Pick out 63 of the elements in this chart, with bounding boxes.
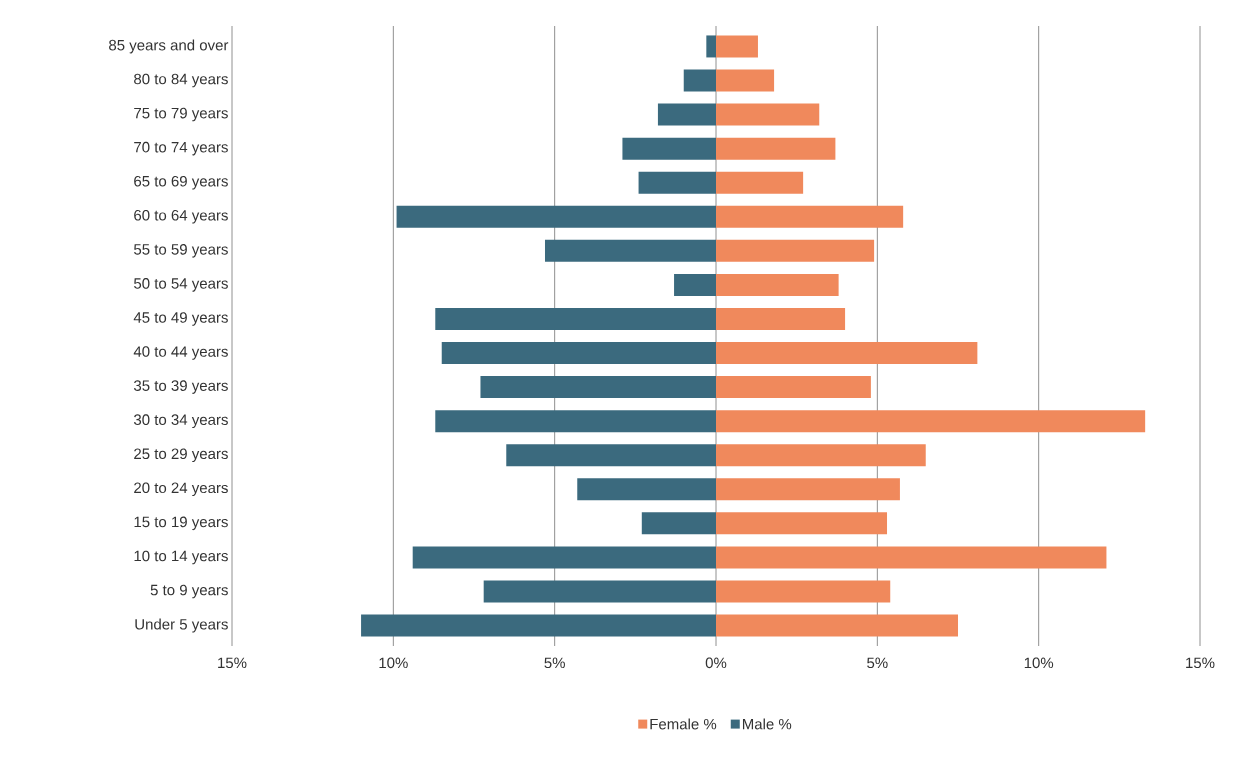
bar [483,580,717,603]
bar [716,614,959,637]
y-tick-label: 5 to 9 years [150,584,228,599]
y-tick-label: 85 years and over [109,39,229,54]
bar [716,273,839,296]
x-tick-label: 5% [544,657,565,669]
x-tick-label: 0% [705,657,727,669]
legend-label: Male % [742,718,792,730]
y-tick-label: 75 to 79 years [134,107,228,122]
bar [396,205,717,228]
y-tick-label: 45 to 49 years [133,312,228,326]
y-tick-label: Under 5 years [135,618,228,633]
y-tick-label: 10 to 14 years [134,550,228,565]
bar [716,410,1146,433]
bar [412,546,717,569]
bar [638,171,717,194]
bar [716,137,836,160]
y-tick-label: 25 to 29 years [134,448,228,463]
y-tick-label: 80 to 84 years [134,73,228,88]
bar [716,512,888,535]
bar [435,410,717,433]
y-tick-label: 50 to 54 years [134,278,228,292]
bar [716,103,820,126]
y-tick-label: 35 to 39 years [133,380,228,394]
x-tick-label: 10% [379,657,408,669]
y-tick-label: 70 to 74 years [134,141,228,156]
bar [506,444,717,467]
y-tick-label: 15 to 19 years [134,516,228,531]
y-tick-label: 40 to 44 years [133,346,228,360]
bar [544,239,717,262]
bar [641,512,717,535]
bar [716,478,900,501]
x-tick-label: 5% [867,657,888,669]
x-tick-label: 15% [1186,657,1215,669]
bar [361,614,717,637]
bar [716,580,891,603]
bar [441,342,717,365]
bar [622,137,717,160]
bar [657,103,717,126]
bar [716,239,875,262]
bar [716,171,804,194]
bar [716,444,926,467]
bar [480,376,717,399]
bar [683,69,717,92]
bar [716,205,904,228]
bar [716,342,978,365]
y-tick-label: 20 to 24 years [134,482,228,497]
bar [716,546,1107,569]
x-tick-label: 10% [1024,657,1054,669]
bar [674,273,717,296]
bar [716,35,758,58]
bar [716,307,846,330]
y-tick-label: 30 to 34 years [133,414,228,428]
bar [577,478,717,501]
y-tick-label: 65 to 69 years [134,175,228,190]
legend-label: Female % [650,718,717,730]
x-tick-label: 15% [218,657,247,669]
y-tick-label: 55 to 59 years [134,244,228,258]
bar [716,69,775,92]
bar [435,307,717,330]
bar [706,35,717,58]
bar [716,376,871,399]
y-tick-label: 60 to 64 years [134,209,228,224]
